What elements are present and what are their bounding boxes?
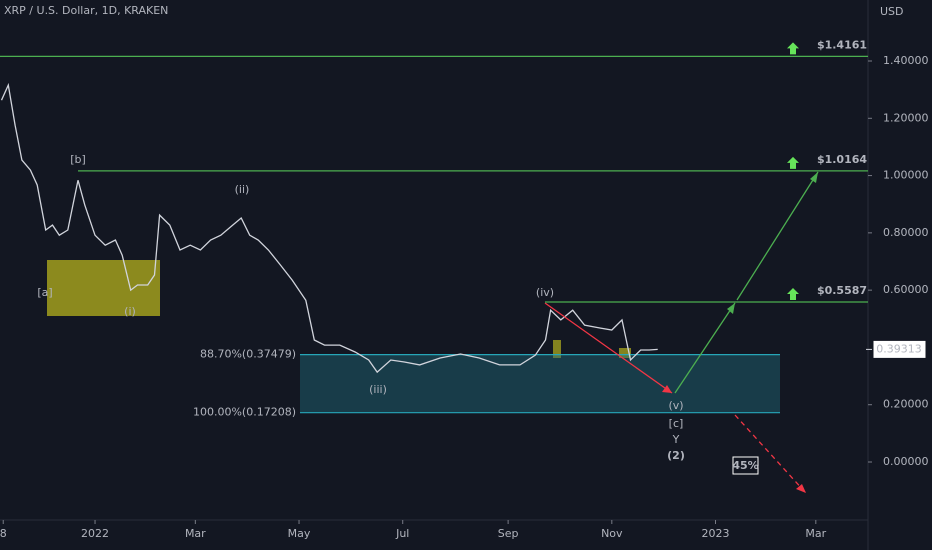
target-label: $0.5587 [817,284,867,297]
fib-box [300,354,780,413]
x-tick-label: 8 [0,527,7,540]
y-tick-label: 0.20000 [883,398,929,411]
arrow-head [810,172,818,183]
y-tick-label: 1.40000 [883,54,929,67]
y-tick-label: 1.20000 [883,111,929,124]
wave-label: (iii) [369,383,387,396]
fib-zone: 88.70%(0.37479) 100.00%(0.17208) [193,348,780,419]
price-layer [0,82,658,374]
target-icon [787,156,799,169]
target-icon [787,42,799,55]
current-price-label: 0.39313 [876,342,922,355]
wave-label: Y [672,433,680,446]
price-line [0,82,658,374]
x-tick-label: 2023 [702,527,730,540]
y-tick-label: 0.80000 [883,226,929,239]
x-tick-label: Nov [601,527,623,540]
x-tick-label: Sep [498,527,519,540]
wave-label: (i) [124,305,136,318]
x-tick-label: 2022 [81,527,109,540]
wave-label: (2) [667,449,685,462]
y-tick-label: 1.00000 [883,169,929,182]
wave-label: [b] [70,153,86,166]
y-tick-label: 0.00000 [883,455,929,468]
fib-label: 100.00%(0.17208) [193,406,296,419]
arrow [736,171,819,301]
arrow [544,302,673,394]
x-tick-label: Mar [805,527,826,540]
y-tick-label: 0.60000 [883,283,929,296]
wave-label: (iv) [536,286,554,299]
highlight-zone [47,260,160,316]
highlight-zone [619,348,631,358]
x-tick-label: Jul [395,527,409,540]
wave-label: (v) [668,399,683,412]
arrow-head [662,385,672,393]
target-label: $1.0164 [817,153,867,166]
arrow-head [796,484,806,493]
note-box [732,456,759,475]
note-label: 45% [732,459,758,472]
arrow [674,302,736,394]
axis-title: USD [880,5,904,18]
chart-title: XRP / U.S. Dollar, 1D, KRAKEN [4,4,168,17]
x-tick-label: May [288,527,311,540]
target-icon [787,287,799,300]
wave-label: [c] [669,417,684,430]
x-tick-label: Mar [185,527,206,540]
fib-label: 88.70%(0.37479) [200,348,296,361]
target-label: $1.4161 [817,38,867,51]
wave-label: (ii) [235,183,250,196]
current-price-box [872,339,927,359]
arrow-head [727,303,735,314]
highlight-zone [553,340,561,358]
wave-label: [a] [37,286,52,299]
